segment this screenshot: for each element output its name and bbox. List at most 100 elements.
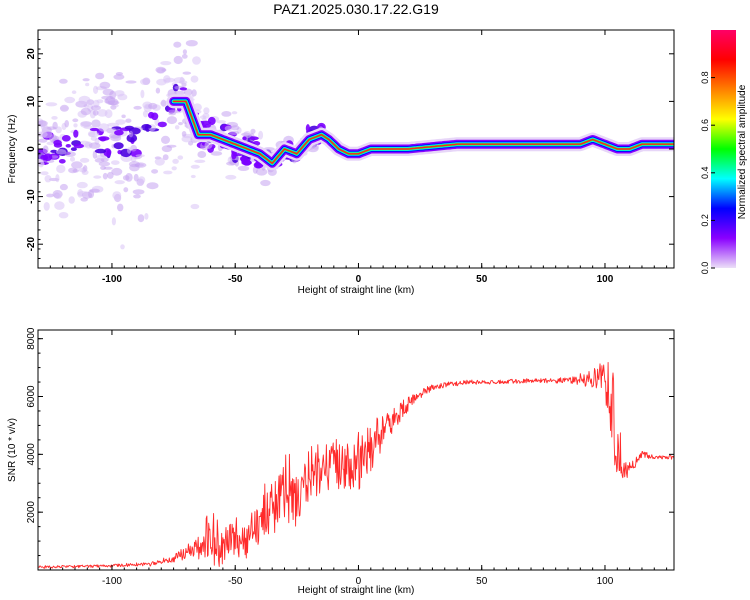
- spectrogram-blob: [54, 193, 62, 200]
- spectrogram-blob: [65, 144, 72, 148]
- spectrogram-blob: [76, 181, 88, 189]
- colorbar-label: Normalized spectral amplitude: [737, 84, 748, 219]
- spectrogram-blob: [55, 149, 67, 155]
- spectrogram-blob: [115, 119, 126, 125]
- spectrogram-blob: [42, 145, 49, 154]
- y-tick-label: 2000: [26, 501, 37, 524]
- spectrogram-blob: [121, 114, 126, 119]
- spectrogram-blob: [55, 174, 60, 183]
- spectrogram-blob: [107, 122, 120, 127]
- spectrogram-blob: [88, 142, 101, 149]
- spectrogram-blob: [96, 99, 104, 104]
- spectrogram-blob: [151, 169, 159, 174]
- spectrogram-blob: [250, 128, 256, 134]
- spectrogram-blob: [174, 125, 180, 130]
- spectrogram-blob: [225, 174, 237, 180]
- spectrogram-blob: [80, 197, 88, 202]
- spectrogram-blob: [90, 105, 101, 111]
- spectrogram-blob: [60, 106, 69, 111]
- spectrogram-blob: [125, 173, 133, 182]
- spectrogram-blob: [73, 143, 85, 149]
- spectrogram-blob: [230, 125, 240, 131]
- y-tick-label: -20: [26, 237, 37, 252]
- x-tick-label: -50: [228, 576, 243, 587]
- spectrogram-blob: [128, 161, 141, 168]
- y-tick-label: 10: [26, 95, 37, 107]
- snr-plot-area: [38, 330, 674, 570]
- spectrogram-blob: [40, 171, 49, 176]
- spectrogram-blob: [171, 166, 177, 171]
- spectrogram-x-axis-label: Height of straight line (km): [298, 285, 415, 296]
- spectrogram-blob: [90, 136, 97, 142]
- spectrogram-blob: [112, 191, 122, 200]
- spectrogram-blob: [163, 170, 173, 175]
- spectrogram-blob: [50, 149, 58, 153]
- spectrogram-blob: [111, 217, 116, 226]
- spectrogram-blob: [144, 213, 149, 220]
- spectrogram-blob: [135, 154, 145, 158]
- spectrogram-blob: [56, 164, 66, 174]
- spectrogram-blob: [197, 151, 207, 158]
- spectrogram-blob: [192, 56, 201, 65]
- spectrogram-blob: [199, 115, 207, 119]
- spectrogram-blob: [52, 121, 58, 130]
- y-tick-label: 20: [26, 48, 37, 60]
- spectrogram-blob: [80, 107, 91, 116]
- spectrogram-blob: [117, 93, 128, 101]
- spectrogram-blob: [46, 193, 54, 198]
- spectrogram-blob: [190, 174, 196, 179]
- spectrogram-blob: [177, 155, 184, 160]
- spectrogram-blob: [40, 130, 53, 139]
- spectrogram-blob: [168, 112, 176, 116]
- snr-x-ticks: -100 -50 0 50 100: [49, 330, 668, 587]
- spectrogram-blob: [64, 151, 76, 157]
- spectrogram-blob: [58, 159, 66, 164]
- x-tick-label: 50: [476, 576, 488, 587]
- spectrogram-blob: [58, 212, 69, 219]
- spectrogram-blob: [117, 203, 124, 212]
- spectrogram-blob: [73, 129, 79, 138]
- y-tick-label: 0: [26, 146, 37, 152]
- spectrogram-blob: [181, 54, 188, 59]
- spectrogram-blob: [95, 154, 107, 160]
- spectrogram-blob: [38, 158, 45, 168]
- spectrogram-blob: [128, 130, 134, 138]
- spectrogram-blob: [173, 77, 186, 84]
- snr-frame: [37, 329, 675, 571]
- spectrogram-blob: [155, 87, 161, 94]
- spectrogram-blob: [94, 148, 107, 154]
- y-tick-label: 6000: [26, 385, 37, 408]
- spectrogram-blob: [126, 134, 138, 143]
- spectrogram-blob: [100, 165, 107, 170]
- spectrogram-blob: [107, 100, 120, 105]
- spectrogram-blob: [92, 110, 99, 116]
- spectrogram-x-ticks: -100 -50 0 50 100: [49, 30, 668, 285]
- colorbar-scale: [711, 30, 736, 268]
- spectrogram-blob: [59, 78, 68, 84]
- snr-panel: -100 -50 0 50 100 2000 4000 6000 8000 Height of…: [7, 327, 675, 596]
- spectrogram-blob: [237, 165, 250, 171]
- spectrogram-blob: [157, 121, 167, 128]
- spectrogram-blob: [221, 111, 232, 117]
- spectrogram-blob: [164, 77, 176, 83]
- spectrogram-blob: [85, 82, 90, 87]
- spectrogram-blob: [125, 80, 137, 84]
- spectrogram-blob: [173, 55, 183, 65]
- x-tick-label: -50: [228, 274, 243, 285]
- colorbar-tick-label: 0.2: [700, 214, 710, 227]
- spectrogram-blob: [78, 167, 87, 173]
- spectrogram-blob: [114, 180, 125, 185]
- spectrogram-blob: [133, 194, 141, 199]
- figure-title: PAZ1.2025.030.17.22.G19: [273, 1, 439, 17]
- spectrogram-blob: [72, 118, 79, 123]
- spectrogram-blob: [146, 124, 152, 129]
- spectrogram-blob: [183, 17, 188, 21]
- spectrogram-blob: [68, 196, 75, 204]
- spectrogram-blob: [224, 125, 233, 132]
- spectrogram-blob: [71, 90, 77, 94]
- spectrogram-blob: [43, 202, 50, 211]
- colorbar-tick-label: 0.0: [700, 262, 710, 275]
- spectrogram-blob: [125, 118, 132, 123]
- spectrogram-blob: [93, 175, 102, 179]
